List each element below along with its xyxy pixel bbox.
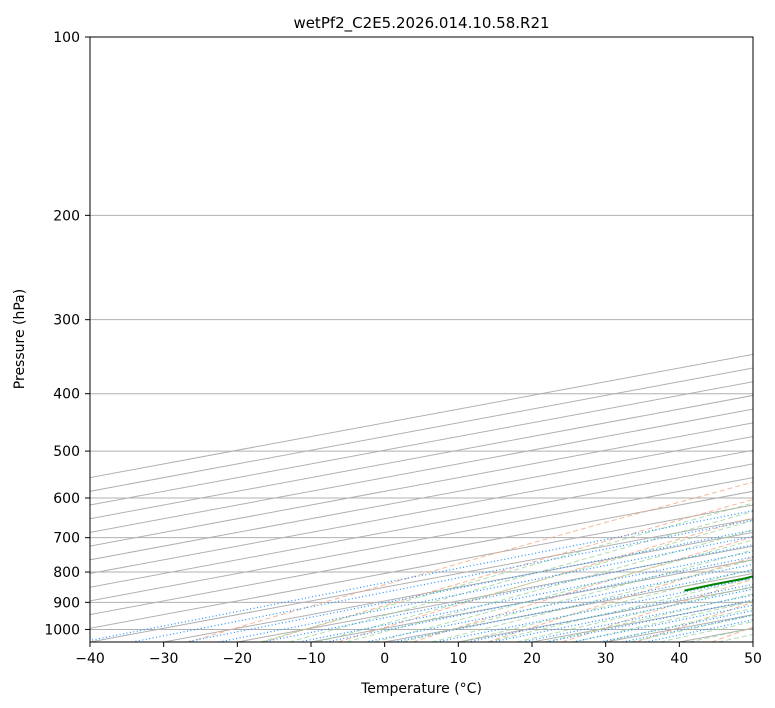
isotherm-line	[90, 477, 753, 602]
moist-adiabat-line	[402, 549, 753, 642]
isotherm-line	[90, 449, 753, 575]
background-lines	[90, 37, 753, 642]
moist-adiabat-line	[374, 539, 753, 642]
moist-adiabat-line	[431, 559, 753, 642]
isotherm-line	[90, 422, 753, 547]
moist-adiabat-line	[688, 627, 753, 642]
dry-adiabat-line	[263, 498, 753, 642]
mixing-ratio-line	[90, 510, 753, 642]
isotherm-line	[90, 504, 753, 629]
data-lines	[684, 575, 753, 592]
dry-adiabat-line	[487, 556, 753, 642]
y-axis: 100 200 300 400 500 600 700 800 900 1000	[44, 30, 90, 638]
moist-adiabat-line	[544, 593, 753, 642]
isotherm-line	[90, 463, 753, 588]
isotherm-line	[90, 353, 753, 479]
mixing-ratio-line	[218, 535, 753, 642]
y-tick-label: 500	[53, 444, 80, 460]
x-tick-label: −30	[149, 651, 179, 667]
moist-adiabat-line	[602, 607, 753, 642]
x-tick-label: −20	[223, 651, 253, 667]
y-axis-label: Pressure (hPa)	[12, 289, 28, 389]
y-tick-label: 100	[53, 30, 80, 46]
profile-line-1	[684, 575, 753, 592]
isotherm-line	[90, 367, 753, 492]
isotherm-line	[90, 518, 753, 642]
chart-title: wetPf2_C2E5.2026.014.10.58.R21	[293, 14, 549, 33]
x-tick-label: 20	[523, 651, 541, 667]
x-tick-label: −10	[296, 651, 326, 667]
moist-adiabat-line	[260, 502, 753, 642]
dry-adiabat-line	[562, 578, 753, 642]
y-tick-label: 400	[53, 387, 80, 403]
isotherm-line	[90, 381, 753, 506]
x-tick-label: 30	[597, 651, 615, 667]
dry-adiabat-line	[711, 626, 753, 642]
mixing-ratio-line	[492, 588, 753, 642]
isotherm-line	[90, 408, 753, 533]
isotherm-line	[90, 394, 753, 520]
x-tick-label: 50	[744, 651, 762, 667]
x-tick-label: 10	[449, 651, 467, 667]
plot-frame	[89, 36, 754, 643]
y-tick-label: 600	[53, 491, 80, 507]
moist-adiabat-line	[659, 621, 753, 642]
mixing-ratio-line	[325, 556, 753, 642]
y-tick-label: 800	[53, 565, 80, 581]
mixing-ratio-line	[572, 604, 753, 642]
dry-adiabat-line	[338, 517, 753, 642]
y-tick-label: 200	[53, 208, 80, 224]
y-tick-label: 700	[53, 531, 80, 547]
x-axis-label: Temperature (°C)	[360, 681, 482, 697]
dry-adiabat-line	[412, 536, 753, 642]
isotherm-line	[163, 531, 753, 642]
y-tick-label: 900	[53, 595, 80, 611]
x-tick-label: 40	[670, 651, 688, 667]
x-tick-label: −40	[75, 651, 105, 667]
isotherm-line	[90, 436, 753, 561]
isotherm-line	[752, 641, 753, 642]
moist-adiabat-line	[459, 568, 753, 642]
moist-adiabat-line	[487, 577, 753, 642]
mixing-ratio-line	[131, 519, 753, 642]
moist-adiabat-line	[573, 600, 753, 642]
isotherm-line	[90, 490, 753, 616]
moist-adiabat-line	[288, 511, 753, 642]
y-tick-label: 300	[53, 313, 80, 329]
y-tick-label: 1000	[44, 622, 80, 638]
x-tick-label: 0	[380, 651, 389, 667]
moist-adiabat-line	[346, 529, 753, 642]
isotherm-line	[605, 614, 753, 642]
dry-adiabat-line	[188, 481, 753, 642]
mixing-ratio-line	[365, 563, 753, 642]
x-axis: −40 −30 −20 −10 0 10 20 30 40 50	[75, 642, 762, 667]
